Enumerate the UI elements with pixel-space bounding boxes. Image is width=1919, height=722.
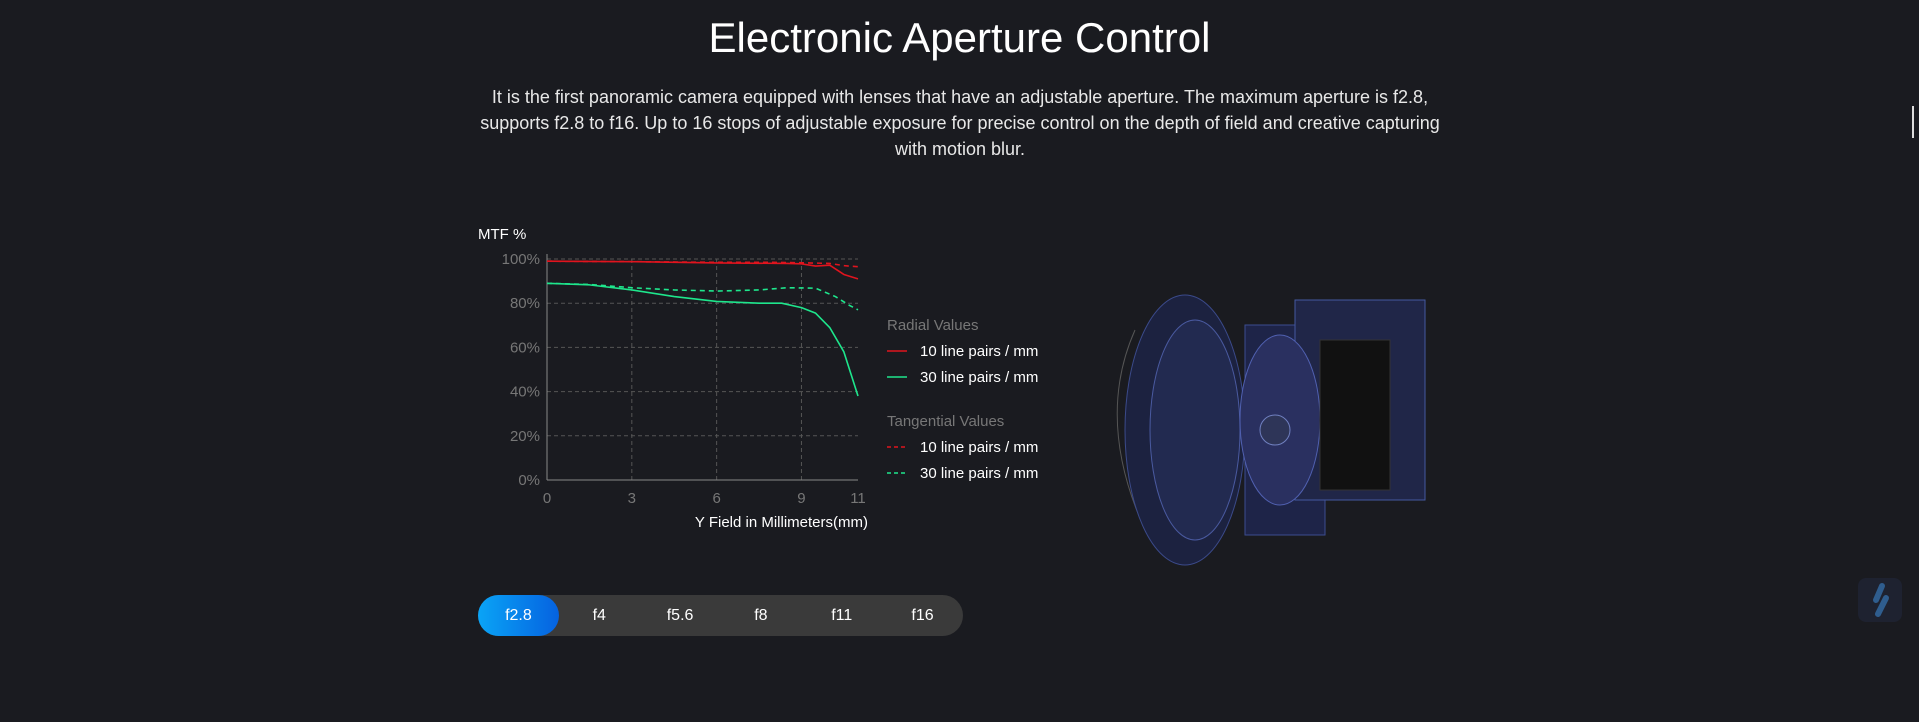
aperture-option-f2-8[interactable]: f2.8 — [478, 595, 559, 636]
x-tick-label: 0 — [543, 490, 551, 507]
x-tick-label: 3 — [628, 490, 636, 507]
series-line-radial-30 — [546, 282, 859, 397]
series-line-radial-10 — [546, 260, 859, 280]
aperture-option-f8[interactable]: f8 — [754, 606, 768, 624]
y-axis-label: MTF % — [478, 226, 526, 243]
aperture-option-f4[interactable]: f4 — [592, 606, 606, 624]
logo-icon — [1873, 583, 1889, 617]
x-tick-label: 11 — [850, 490, 866, 507]
aperture-option-f5-6[interactable]: f5.6 — [666, 606, 694, 624]
aperture-option-f11[interactable]: f11 — [831, 606, 853, 624]
legend-label: 30 line pairs / mm — [920, 465, 1038, 482]
x-axis-label: Y Field in Millimeters(mm) — [695, 514, 868, 531]
y-tick-label: 80% — [510, 295, 540, 312]
y-tick-label: 0% — [518, 472, 540, 489]
mtf-chart: MTF % 0% 20% 40% 60% 80% 100% 0 3 6 9 11 Y Field in … — [478, 226, 1038, 531]
y-tick-label: 40% — [510, 384, 540, 401]
legend-label: 10 line pairs / mm — [920, 439, 1038, 456]
lens-illustration — [1116, 294, 1426, 566]
page-title: Electronic Aperture Control — [708, 14, 1211, 61]
y-tick-label: 100% — [502, 251, 540, 268]
legend-label: 10 line pairs / mm — [920, 343, 1038, 360]
y-tick-label: 20% — [510, 428, 540, 445]
y-tick-label: 60% — [510, 339, 540, 356]
floating-logo-button[interactable] — [1858, 578, 1902, 622]
x-tick-label: 6 — [712, 490, 720, 507]
legend-label: 30 line pairs / mm — [920, 369, 1038, 386]
aperture-option-f16[interactable]: f16 — [911, 606, 934, 624]
aperture-selector: f2.8 f4 f5.6 f8 f11 f16 — [478, 595, 963, 636]
x-tick-label: 9 — [797, 490, 805, 507]
legend-group-title: Radial Values — [887, 317, 978, 334]
series-line-tangential-30 — [546, 282, 859, 311]
description: It is the first panoramic camera equippe… — [480, 87, 1440, 159]
legend-group-title: Tangential Values — [887, 413, 1004, 430]
scroll-indicator[interactable] — [1912, 106, 1914, 138]
